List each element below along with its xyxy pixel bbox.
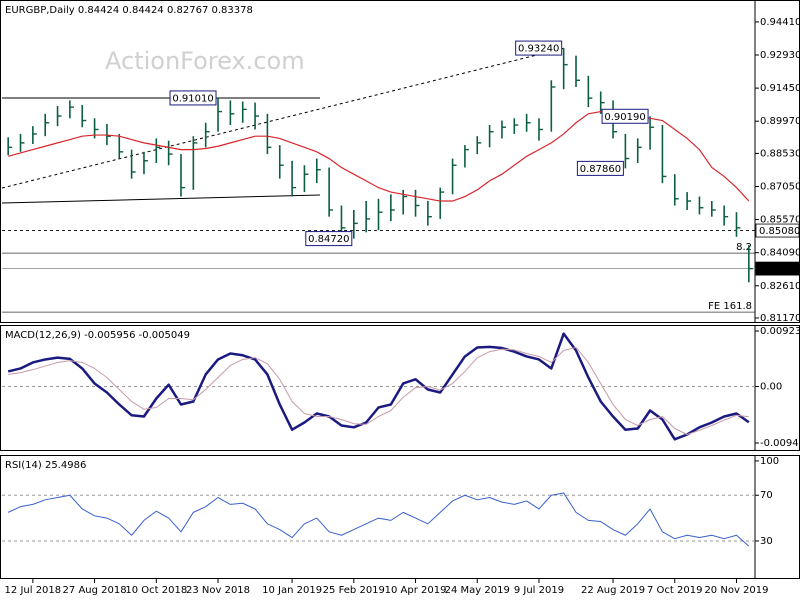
watermark: ActionForex.com <box>105 47 305 75</box>
annotation-box <box>601 108 649 124</box>
y-tick-label: -0.009413 <box>760 438 800 449</box>
y-tick-label: 0.94410 <box>760 17 800 28</box>
indicator-line <box>7 492 750 547</box>
level-label: FE 161.8 <box>708 301 752 312</box>
y-tick-label: 70 <box>760 490 773 501</box>
y-tick-label: 0.00 <box>760 381 782 392</box>
x-tick-label: 24 May 2019 <box>445 585 510 596</box>
annotation-label: 0.87860 <box>580 164 621 175</box>
x-tick-label: 22 Aug 2019 <box>581 585 645 596</box>
y-tick-label: 0.81170 <box>760 313 800 324</box>
y-tick-label: 0.84090 <box>760 248 800 259</box>
annotation-box <box>515 40 563 56</box>
x-tick-label: 20 Nov 2019 <box>704 585 768 596</box>
panel-title: MACD(12,26,9) -0.005956 -0.005049 <box>5 330 190 341</box>
marker-label: 0.85080 <box>759 226 800 237</box>
x-tick-label: 10 Apr 2019 <box>385 585 447 596</box>
annotation-label: 0.84720 <box>308 234 349 245</box>
y-tick-label: 0.91450 <box>760 83 800 94</box>
panel-title: EURGBP,Daily 0.84424 0.84424 0.82767 0.8… <box>5 5 253 16</box>
y-tick-label: 0.87050 <box>760 181 800 192</box>
trendlines <box>1 47 566 204</box>
y-tick-label: 0.009237 <box>760 326 800 337</box>
indicator-line <box>7 332 750 441</box>
x-tick-label: 9 Jul 2019 <box>514 585 564 596</box>
x-tick-label: 25 Feb 2019 <box>323 585 385 596</box>
x-tick-label: 23 Nov 2018 <box>186 585 250 596</box>
level-label: 8.2 <box>736 242 752 253</box>
y-tick-label: 0.85570 <box>760 215 800 226</box>
y-tick-label: 0.89970 <box>760 116 800 127</box>
annotation-box <box>305 231 353 247</box>
annotation-label: 0.91010 <box>172 93 213 104</box>
channel-bottom <box>1 194 321 204</box>
annotation-box <box>576 160 624 176</box>
x-tick-label: 12 Jul 2018 <box>5 585 62 596</box>
annotation-label: 0.93240 <box>518 44 559 55</box>
panel-title: RSI(14) 25.4986 <box>5 460 86 471</box>
x-tick-label: 10 Jan 2019 <box>262 585 322 596</box>
x-tick-label: 10 Oct 2018 <box>125 585 187 596</box>
annotation-label: 0.90190 <box>604 112 645 123</box>
y-tick-label: 30 <box>760 536 773 547</box>
marker-box <box>755 261 800 276</box>
annotation-box <box>169 90 217 106</box>
y-tick-label: 100 <box>760 456 779 467</box>
indicator-line <box>8 346 749 436</box>
x-tick-label: 27 Aug 2018 <box>63 585 127 596</box>
y-tick-label: 0.92930 <box>760 50 800 61</box>
dashed-trendline <box>1 47 566 189</box>
y-tick-label: 0.88530 <box>760 148 800 159</box>
y-tick-label: 0.82610 <box>760 281 800 292</box>
marker-box <box>755 223 800 238</box>
x-tick-label: 7 Oct 2019 <box>647 585 702 596</box>
marker-label: 0.83378 <box>759 264 800 275</box>
